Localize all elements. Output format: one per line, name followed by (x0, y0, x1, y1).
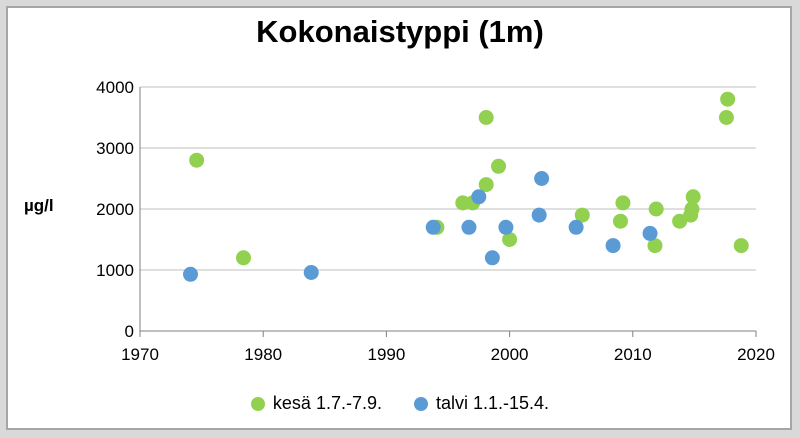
x-tick-label-2010: 2010 (614, 345, 652, 364)
point-series-1-8 (534, 171, 550, 186)
point-series-0-1 (235, 250, 251, 266)
point-series-1-5 (484, 250, 500, 266)
point-series-1-3 (461, 219, 477, 235)
point-series-0-7 (491, 158, 507, 174)
point-series-0-20 (733, 238, 749, 254)
point-series-1-11 (642, 225, 658, 241)
chart-title: Kokonaistyppi (1m) (256, 14, 544, 49)
point-series-0-9 (574, 207, 590, 223)
point-series-1-4 (471, 189, 487, 205)
legend-item-winter: talvi 1.1.-15.4. (414, 393, 549, 414)
x-tick-label-1980: 1980 (244, 345, 282, 364)
point-series-0-12 (647, 238, 663, 254)
point-series-1-6 (498, 219, 514, 235)
legend-marker-summer (250, 396, 265, 411)
y-axis-label: µg/l (24, 196, 54, 215)
y-tick-label-2000: 2000 (96, 200, 134, 219)
point-series-0-18 (718, 110, 734, 125)
legend: kesä 1.7.-7.9. talvi 1.1.-15.4. (0, 393, 800, 414)
chart-frame (6, 6, 792, 430)
point-series-1-2 (425, 219, 441, 235)
y-tick-label-3000: 3000 (96, 139, 134, 158)
point-series-0-17 (685, 189, 701, 205)
point-series-1-1 (303, 264, 319, 280)
point-series-1-7 (531, 207, 547, 223)
x-tick-label-1970: 1970 (121, 345, 159, 364)
legend-item-summer: kesä 1.7.-7.9. (250, 393, 382, 414)
x-tick-label-2020: 2020 (737, 345, 775, 364)
point-series-0-13 (648, 201, 664, 217)
point-series-0-5 (478, 110, 494, 125)
point-series-0-11 (615, 195, 631, 211)
point-series-0-8 (502, 232, 518, 247)
x-tick-label-1990: 1990 (367, 345, 405, 364)
y-tick-label-0: 0 (125, 322, 134, 341)
y-tick-label-4000: 4000 (96, 78, 134, 97)
point-series-1-0 (183, 266, 199, 282)
x-tick-label-2000: 2000 (491, 345, 529, 364)
point-series-0-16 (684, 201, 700, 217)
point-series-1-10 (605, 238, 621, 254)
point-series-0-19 (720, 91, 736, 107)
legend-label-summer: kesä 1.7.-7.9. (272, 393, 382, 413)
point-series-0-10 (612, 213, 628, 229)
point-series-0-14 (672, 213, 688, 229)
point-series-1-9 (568, 219, 584, 235)
y-tick-label-1000: 1000 (96, 261, 134, 280)
legend-marker-winter (414, 396, 428, 411)
point-series-0-6 (478, 177, 494, 193)
point-series-0-0 (189, 152, 205, 168)
legend-label-winter: talvi 1.1.-15.4. (436, 393, 550, 413)
